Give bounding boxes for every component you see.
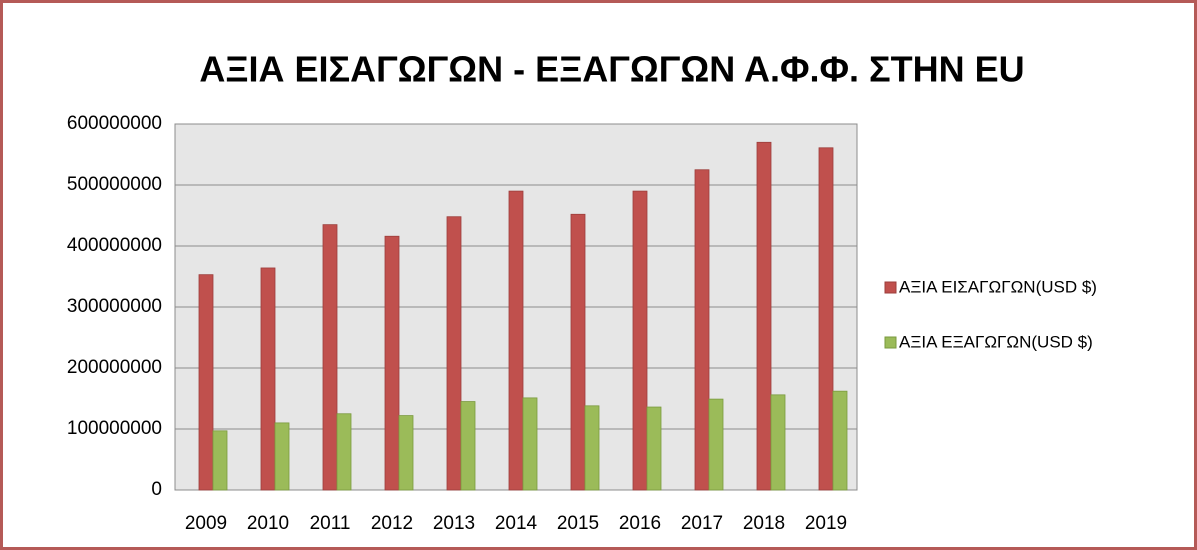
bar	[632, 190, 648, 491]
x-tick-label: 2014	[495, 513, 538, 534]
bar	[708, 398, 724, 491]
y-tick-label: 300000000	[67, 296, 162, 317]
legend-label: ΑΞΙΑ ΕΞΑΓΩΓΩΝ(USD $)	[899, 332, 1093, 351]
bar	[694, 169, 710, 491]
y-tick-label: 400000000	[67, 235, 162, 256]
y-tick-label: 100000000	[67, 418, 162, 439]
bar	[508, 190, 524, 491]
bar	[336, 413, 352, 491]
legend-swatch	[884, 336, 897, 349]
bar	[646, 406, 662, 491]
bar	[212, 430, 228, 491]
bar	[570, 213, 586, 491]
y-tick-label: 600000000	[67, 113, 162, 134]
bar	[770, 394, 786, 491]
y-tick-label: 500000000	[67, 174, 162, 195]
x-tick-label: 2011	[310, 513, 351, 534]
bar	[446, 216, 462, 491]
x-tick-label: 2009	[185, 513, 227, 534]
y-tick-label: 0	[151, 479, 162, 500]
legend-label: ΑΞΙΑ ΕΙΣΑΓΩΓΩΝ(USD $)	[899, 277, 1097, 296]
x-tick-label: 2013	[433, 513, 475, 534]
bar	[260, 267, 276, 491]
bar	[460, 401, 476, 491]
bar	[818, 147, 834, 491]
x-tick-label: 2012	[371, 513, 413, 534]
legend-swatch	[884, 281, 897, 294]
y-tick-label: 200000000	[67, 357, 162, 378]
bar	[198, 274, 214, 491]
x-tick-label: 2018	[743, 513, 785, 534]
bar	[384, 235, 400, 491]
bar	[584, 405, 600, 491]
x-tick-label: 2019	[805, 513, 847, 534]
bar	[832, 390, 848, 491]
bar	[322, 224, 338, 491]
x-tick-label: 2015	[557, 513, 599, 534]
bar	[274, 422, 290, 491]
x-tick-label: 2016	[619, 513, 661, 534]
chart-title: ΑΞΙΑ ΕΙΣΑΓΩΓΩΝ - ΕΞΑΓΩΓΩΝ Α.Φ.Φ. ΣΤΗΝ EU	[199, 49, 1024, 90]
x-tick-label: 2017	[681, 513, 723, 534]
bar	[522, 397, 538, 491]
x-tick-label: 2010	[247, 513, 289, 534]
bar	[756, 141, 772, 491]
bar	[398, 415, 414, 491]
